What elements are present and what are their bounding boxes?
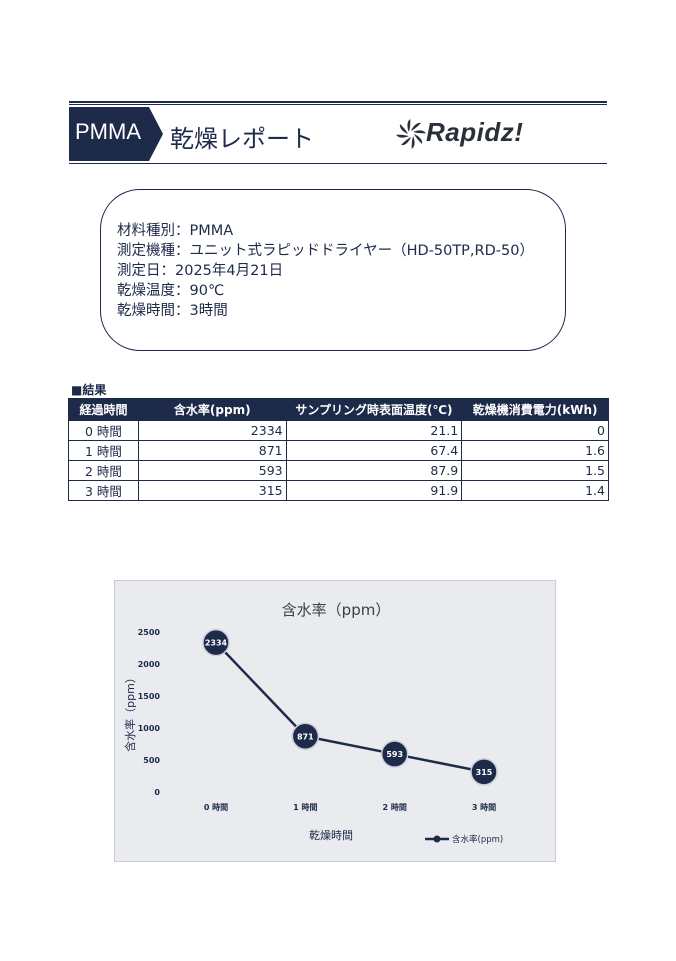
table-row: 1 時間 871 67.4 1.6 <box>68 440 609 461</box>
cell-moisture: 871 <box>137 440 287 461</box>
material-tag-shape <box>69 107 163 161</box>
cell-moisture: 593 <box>137 460 287 481</box>
x-tick-label: 1 時間 <box>293 802 317 812</box>
info-temperature: 乾燥温度：90℃ <box>117 283 225 299</box>
table-row: 3 時間 315 91.9 1.4 <box>68 480 609 501</box>
info-date: 測定日：2025年4月21日 <box>117 263 284 279</box>
header-power: 乾燥機消費電力(kWh) <box>461 398 609 421</box>
data-point <box>470 758 498 786</box>
data-label: 2334 <box>205 639 228 648</box>
legend-marker <box>433 835 441 843</box>
table-row: 0 時間 2334 21.1 0 <box>68 420 609 441</box>
table-row: 2 時間 593 87.9 1.5 <box>68 460 609 481</box>
cell-time: 3 時間 <box>68 480 139 501</box>
cell-time: 2 時間 <box>68 460 139 481</box>
results-table: 経過時間 含水率(ppm) サンプリング時表面温度(℃) 乾燥機消費電力(kWh… <box>68 398 609 501</box>
cell-temp: 67.4 <box>285 440 463 461</box>
x-tick-label: 3 時間 <box>472 802 496 812</box>
report-title: 乾燥レポート <box>170 125 314 153</box>
y-axis-label: 含水率（ppm） <box>123 672 137 752</box>
chart-title: 含水率（ppm） <box>282 601 391 619</box>
info-duration: 乾燥時間：3時間 <box>117 303 228 319</box>
cell-temp: 91.9 <box>285 480 463 501</box>
y-tick-label: 500 <box>143 756 160 765</box>
y-tick-label: 1000 <box>138 724 161 733</box>
cell-moisture: 2334 <box>137 420 287 441</box>
x-axis-label: 乾燥時間 <box>309 829 353 842</box>
cell-power: 0 <box>461 420 609 441</box>
fan-icon <box>396 119 426 149</box>
cell-moisture: 315 <box>137 480 287 501</box>
cell-power: 1.6 <box>461 440 609 461</box>
data-label: 315 <box>476 768 493 777</box>
cell-power: 1.5 <box>461 460 609 481</box>
series-line <box>215 641 485 774</box>
material-tag: PMMA <box>69 107 164 161</box>
chart-svg: 含水率（ppm） 0 500 1000 1500 2000 2500 含水率（ppm） 0 時間… <box>123 601 503 845</box>
material-tag-text: PMMA <box>75 119 141 144</box>
data-label: 871 <box>297 732 314 741</box>
x-tick-label: 0 時間 <box>204 802 228 812</box>
data-label: 593 <box>386 750 403 759</box>
y-tick-label: 2500 <box>138 628 161 637</box>
cell-power: 1.4 <box>461 480 609 501</box>
data-point <box>380 740 409 768</box>
brand-logo: Rapidz! <box>396 115 576 153</box>
legend-label: 含水率(ppm) <box>452 834 503 845</box>
cell-temp: 21.1 <box>285 420 463 441</box>
y-tick-label: 1500 <box>138 692 161 701</box>
info-box: 材料種別：PMMA 測定機種：ユニット式ラピッドドライヤー（HD-50TP,RD… <box>100 189 566 351</box>
data-point <box>291 722 320 751</box>
info-material: 材料種別：PMMA <box>117 223 234 239</box>
x-tick-label: 2 時間 <box>382 802 406 812</box>
header-rule-top-thin <box>69 104 607 105</box>
y-tick-label: 0 <box>154 788 160 797</box>
header-rule-bottom <box>69 163 607 164</box>
header-rule-top <box>69 101 607 103</box>
header-moisture: 含水率(ppm) <box>137 398 287 421</box>
cell-temp: 87.9 <box>285 460 463 481</box>
info-machine: 測定機種：ユニット式ラピッドドライヤー（HD-50TP,RD-50） <box>117 243 534 259</box>
results-label: ■結果 <box>71 383 107 397</box>
header-elapsed-time: 経過時間 <box>68 398 139 421</box>
data-point <box>202 628 230 657</box>
y-tick-label: 2000 <box>138 660 161 669</box>
moisture-chart: 含水率（ppm） 0 500 1000 1500 2000 2500 含水率（ppm） 0 時間… <box>114 580 556 862</box>
cell-time: 1 時間 <box>68 440 139 461</box>
cell-time: 0 時間 <box>68 420 139 441</box>
header-surface-temp: サンプリング時表面温度(℃) <box>285 398 463 421</box>
brand-logo-text: Rapidz! <box>426 117 524 147</box>
table-header-row: 経過時間 含水率(ppm) サンプリング時表面温度(℃) 乾燥機消費電力(kWh… <box>68 398 609 421</box>
